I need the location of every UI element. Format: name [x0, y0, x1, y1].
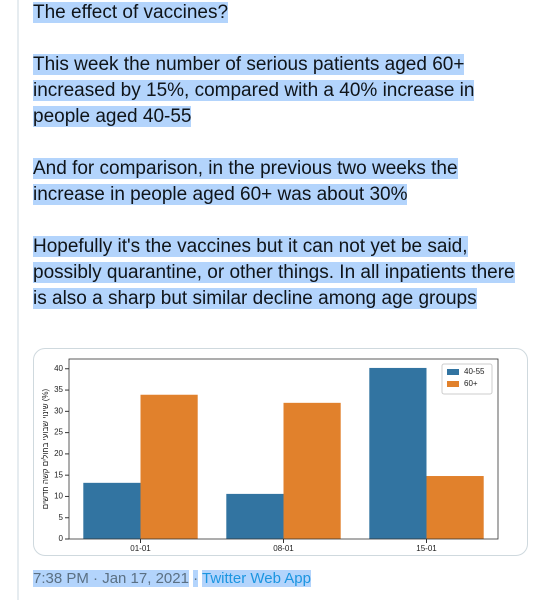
legend-swatch: [447, 369, 459, 375]
source-link[interactable]: Twitter Web App: [202, 570, 311, 587]
bar: [226, 493, 284, 539]
y-tick-label: 30: [54, 406, 63, 415]
y-tick-label: 40: [54, 364, 63, 373]
thread-line: [17, 0, 19, 600]
paragraph-text: Hopefully it's the vaccines but it can n…: [33, 236, 515, 309]
image-card[interactable]: שינוי שבועי בחולים קשה חדשים (%) 0 5 10 15 2…: [33, 348, 528, 556]
paragraph: The effect of vaccines?: [33, 0, 533, 26]
bar: [426, 476, 484, 539]
paragraph: And for comparison, in the previous two …: [33, 156, 533, 208]
paragraph: Hopefully it's the vaccines but it can n…: [33, 234, 533, 312]
chart: שינוי שבועי בחולים קשה חדשים (%) 0 5 10 15 2…: [41, 358, 499, 553]
y-tick-label: 5: [59, 513, 64, 522]
y-tick-label: 10: [54, 492, 63, 501]
paragraph-text: The effect of vaccines?: [33, 2, 229, 23]
separator: ·: [193, 570, 199, 587]
tweet-text: The effect of vaccines? This week the nu…: [33, 0, 533, 338]
x-tick-label: 15-01: [416, 544, 437, 553]
bar: [140, 394, 198, 539]
paragraph: This week the number of serious patients…: [33, 52, 533, 130]
legend-label: 40-55: [464, 367, 485, 376]
tweet-footer: 7:38 PM · Jan 17, 2021 · Twitter Web App: [33, 570, 311, 587]
bar: [369, 367, 427, 539]
x-tick-label: 08-01: [273, 544, 294, 553]
y-tick-label: 35: [54, 385, 63, 394]
y-tick-label: 25: [54, 428, 63, 437]
x-tick-label: 01-01: [130, 544, 151, 553]
legend-swatch: [447, 381, 459, 387]
paragraph-text: This week the number of serious patients…: [33, 54, 475, 127]
y-tick-label: 15: [54, 470, 63, 479]
y-axis-label: שינוי שבועי בחולים קשה חדשים (%): [41, 388, 50, 509]
y-tick-label: 0: [59, 534, 64, 543]
bar: [283, 402, 341, 539]
plot-frame: [68, 358, 499, 540]
bar: [83, 482, 141, 539]
y-tick-label: 20: [54, 449, 63, 458]
legend-label: 60+: [464, 379, 478, 388]
paragraph-text: And for comparison, in the previous two …: [33, 158, 458, 205]
timestamp[interactable]: 7:38 PM · Jan 17, 2021: [33, 570, 189, 587]
